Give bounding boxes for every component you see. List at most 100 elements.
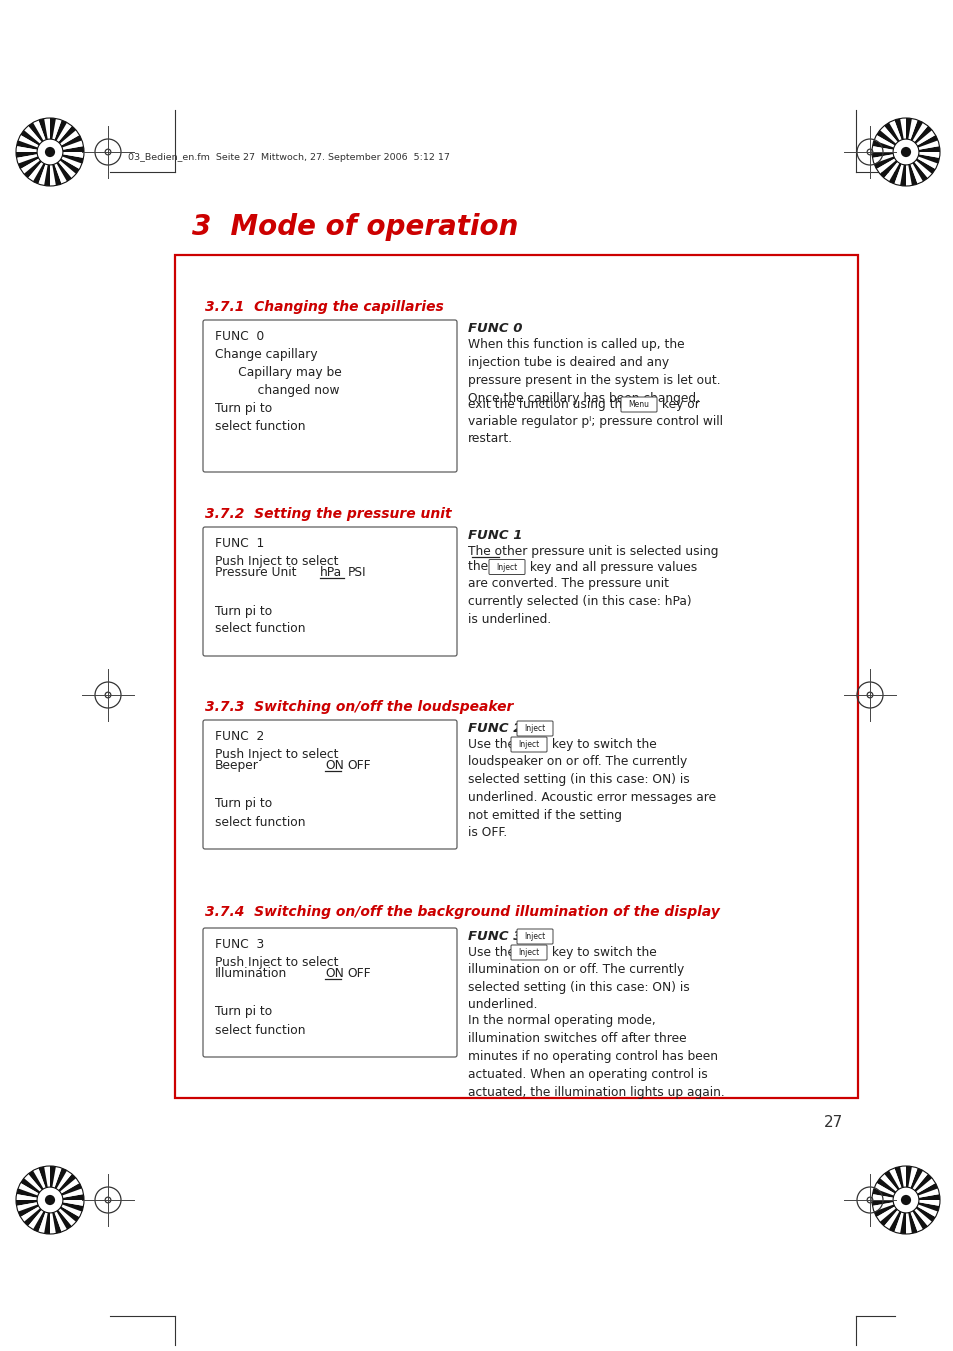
Wedge shape — [918, 153, 939, 158]
Text: key to switch the: key to switch the — [547, 738, 656, 751]
Wedge shape — [44, 1166, 50, 1188]
Wedge shape — [873, 135, 894, 147]
Text: In the normal operating mode,
illumination switches off after three
minutes if n: In the normal operating mode, illuminati… — [468, 1015, 724, 1098]
Wedge shape — [916, 135, 937, 147]
Wedge shape — [918, 1194, 939, 1200]
Wedge shape — [918, 146, 939, 153]
Wedge shape — [873, 1183, 894, 1196]
Wedge shape — [54, 163, 67, 184]
Wedge shape — [915, 1206, 935, 1221]
Wedge shape — [54, 1169, 67, 1189]
Wedge shape — [913, 126, 931, 143]
Text: ON: ON — [325, 967, 343, 979]
Wedge shape — [33, 163, 46, 184]
Text: FUNC  2
Push Inject to select: FUNC 2 Push Inject to select — [214, 730, 338, 761]
Wedge shape — [913, 1208, 931, 1227]
Wedge shape — [63, 1200, 84, 1206]
Wedge shape — [24, 126, 42, 143]
Wedge shape — [879, 161, 897, 178]
Wedge shape — [44, 1213, 50, 1233]
Wedge shape — [24, 1208, 42, 1227]
Wedge shape — [18, 1183, 39, 1196]
Wedge shape — [24, 1174, 42, 1192]
Wedge shape — [918, 1200, 939, 1206]
Wedge shape — [56, 1210, 71, 1229]
Wedge shape — [38, 119, 48, 141]
Wedge shape — [54, 120, 67, 141]
Wedge shape — [62, 1189, 84, 1198]
Bar — [174, 255, 857, 1098]
Wedge shape — [899, 118, 905, 139]
Wedge shape — [29, 1210, 44, 1229]
Wedge shape — [883, 1170, 899, 1190]
Wedge shape — [61, 1205, 82, 1217]
Wedge shape — [16, 1194, 37, 1200]
Text: Pressure Unit: Pressure Unit — [214, 566, 296, 580]
Wedge shape — [909, 163, 923, 184]
Text: Inject: Inject — [524, 724, 545, 734]
Wedge shape — [38, 1212, 48, 1233]
Text: key or: key or — [658, 399, 700, 411]
Wedge shape — [893, 119, 902, 141]
Wedge shape — [872, 1202, 893, 1212]
Wedge shape — [62, 141, 84, 150]
Wedge shape — [63, 146, 84, 153]
Wedge shape — [62, 1202, 84, 1212]
Wedge shape — [63, 1194, 84, 1200]
Text: FUNC  0
Change capillary
      Capillary may be
           changed now
Turn pi t: FUNC 0 Change capillary Capillary may be… — [214, 330, 341, 434]
Wedge shape — [916, 1183, 937, 1196]
Wedge shape — [21, 1178, 40, 1193]
Wedge shape — [29, 123, 44, 142]
Wedge shape — [899, 1213, 905, 1233]
Circle shape — [45, 1194, 55, 1205]
Wedge shape — [871, 153, 892, 158]
Wedge shape — [907, 119, 917, 141]
Wedge shape — [893, 1166, 902, 1188]
Wedge shape — [911, 123, 927, 142]
Wedge shape — [52, 1166, 62, 1188]
Wedge shape — [61, 1183, 82, 1196]
Wedge shape — [24, 161, 42, 178]
Wedge shape — [907, 1166, 917, 1188]
Wedge shape — [16, 1189, 38, 1198]
Wedge shape — [33, 1169, 46, 1189]
Wedge shape — [872, 1189, 893, 1198]
Wedge shape — [911, 162, 927, 181]
Wedge shape — [905, 1213, 911, 1233]
Text: FUNC 0: FUNC 0 — [468, 322, 522, 335]
Wedge shape — [883, 1210, 899, 1229]
Wedge shape — [915, 1178, 935, 1193]
Wedge shape — [58, 1208, 76, 1227]
Text: FUNC 2: FUNC 2 — [468, 721, 522, 735]
Text: key to switch the: key to switch the — [547, 946, 656, 959]
Wedge shape — [16, 1202, 38, 1212]
Text: Inject: Inject — [524, 932, 545, 942]
Wedge shape — [883, 123, 899, 142]
FancyBboxPatch shape — [511, 738, 546, 753]
Wedge shape — [50, 1213, 56, 1233]
Wedge shape — [16, 141, 38, 150]
Wedge shape — [917, 1189, 939, 1198]
Text: 3.7.3  Switching on/off the loudspeaker: 3.7.3 Switching on/off the loudspeaker — [205, 700, 513, 713]
Wedge shape — [52, 119, 62, 141]
Wedge shape — [883, 162, 899, 181]
Wedge shape — [56, 123, 71, 142]
Wedge shape — [52, 163, 62, 185]
Text: loudspeaker on or off. The currently
selected setting (in this case: ON) is
unde: loudspeaker on or off. The currently sel… — [468, 754, 716, 839]
Text: OFF: OFF — [347, 759, 370, 771]
Text: Inject: Inject — [517, 948, 539, 957]
Wedge shape — [915, 130, 935, 146]
Wedge shape — [907, 1212, 917, 1233]
Wedge shape — [16, 154, 38, 163]
Text: The other pressure unit is selected using: The other pressure unit is selected usin… — [468, 544, 718, 558]
Text: hPa: hPa — [319, 566, 342, 580]
Text: 27: 27 — [822, 1115, 842, 1129]
Text: Beeper: Beeper — [214, 759, 258, 771]
Text: Turn pi to
select function: Turn pi to select function — [214, 780, 305, 828]
Wedge shape — [872, 141, 893, 150]
Wedge shape — [909, 1169, 923, 1189]
Text: key and all pressure values: key and all pressure values — [525, 561, 697, 574]
FancyBboxPatch shape — [517, 929, 553, 944]
Text: variable regulator pᴵ; pressure control will
restart.: variable regulator pᴵ; pressure control … — [468, 415, 722, 446]
Wedge shape — [56, 1170, 71, 1190]
